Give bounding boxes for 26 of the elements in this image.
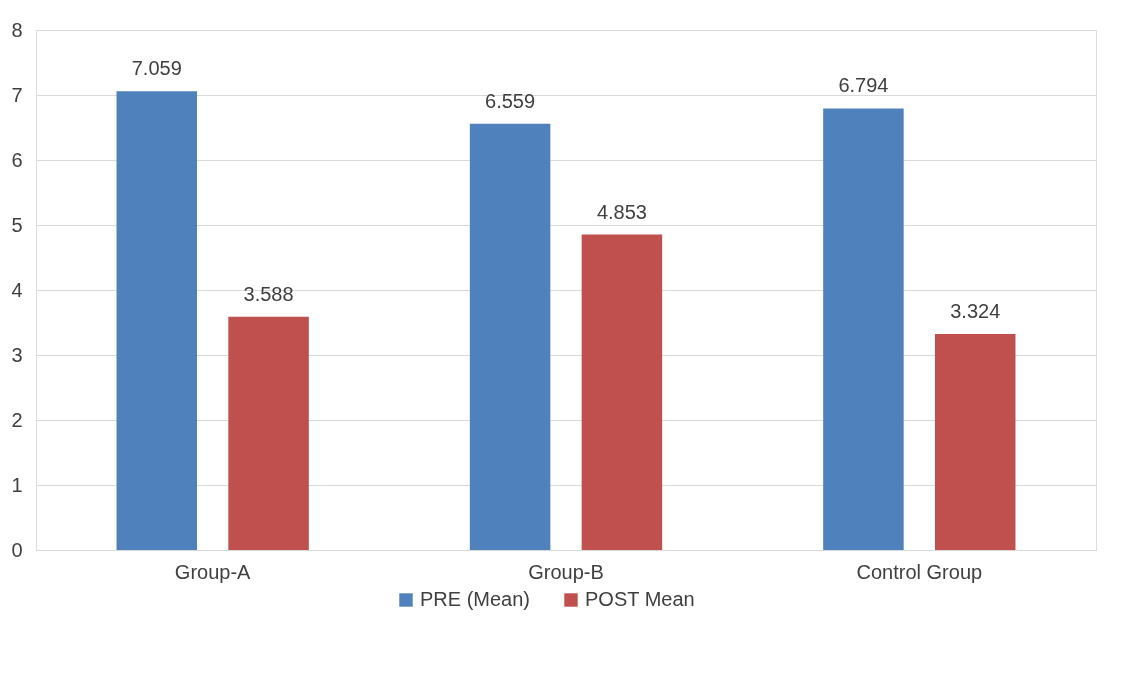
y-tick-label: 3: [11, 343, 23, 366]
x-tick-label: Group-B: [528, 560, 604, 583]
y-tick-label: 8: [11, 18, 23, 41]
data-label: 6.559: [485, 89, 536, 112]
data-label: 3.588: [243, 282, 294, 305]
data-label: 3.324: [950, 299, 1001, 322]
legend-label: POST Mean: [585, 588, 695, 610]
y-tick-label: 4: [11, 278, 23, 301]
x-tick-label: Control Group: [856, 560, 983, 583]
bar: [934, 333, 1016, 550]
data-label: 4.853: [596, 200, 647, 223]
data-label: 7.059: [131, 57, 182, 80]
x-tick-label: Group-A: [174, 560, 252, 583]
y-tick-label: 1: [11, 473, 23, 496]
bar: [823, 108, 904, 550]
y-tick-label: 6: [11, 148, 23, 171]
y-tick-label: 7: [11, 83, 23, 106]
bar: [469, 123, 551, 550]
bar: [116, 91, 198, 550]
bar: [228, 316, 309, 550]
bar: [581, 234, 663, 550]
legend-label: PRE (Mean): [420, 588, 531, 610]
y-tick-label: 2: [11, 408, 23, 431]
y-tick-label: 5: [11, 213, 23, 236]
data-label: 6.794: [838, 74, 889, 97]
y-tick-label: 0: [11, 538, 23, 561]
